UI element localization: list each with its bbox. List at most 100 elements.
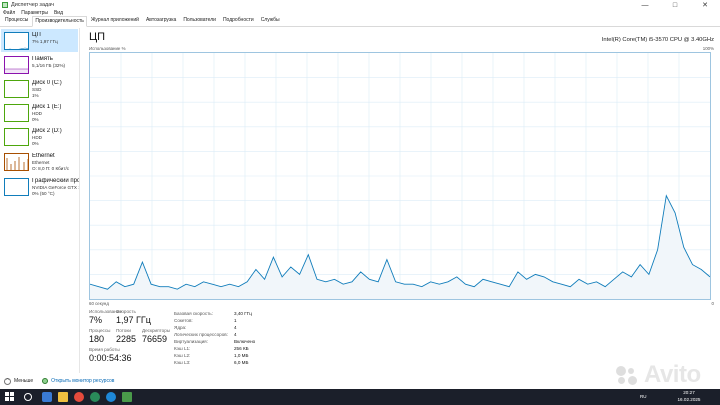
edge-icon[interactable] — [42, 392, 52, 402]
stat-label: Потоки — [116, 328, 131, 333]
avito-logo-icon — [614, 364, 642, 386]
sidebar-item-detail: 5,1/16 ГБ (32%) — [32, 62, 66, 68]
tab-services[interactable]: Службы — [260, 17, 280, 23]
cpu-panel: ЦП Intel(R) Core(TM) i5-3570 CPU @ 3.40G… — [86, 28, 714, 373]
sidebar-item-memory[interactable]: Память 5,1/16 ГБ (32%) — [1, 53, 78, 76]
sidebar-item-disk-0[interactable]: Диск 0 (C:) SSD 1% — [1, 77, 78, 100]
chevron-up-icon[interactable]: ^ — [4, 377, 11, 385]
spec-row: Ядра: 4 — [174, 324, 314, 331]
spec-key: Кэш L1: — [174, 346, 191, 351]
spec-row: Сокетов: 1 — [174, 317, 314, 324]
search-icon[interactable] — [24, 393, 32, 401]
start-button[interactable] — [5, 392, 15, 402]
stat-value: 2285 — [116, 334, 137, 344]
cpu-usage-area — [90, 195, 710, 299]
sidebar-item-detail: HDD — [32, 110, 42, 116]
stat-handles: Дескрипторы 76659 — [142, 328, 170, 345]
disk-thumbnail — [4, 80, 29, 98]
tab-app-history[interactable]: Журнал приложений — [90, 17, 139, 23]
menu-file[interactable]: Файл — [3, 10, 16, 16]
stat-label: Процессы — [89, 328, 111, 333]
window-title: Диспетчер задач — [11, 2, 55, 8]
resource-sidebar: ЦП 7% 1,97 ГГц Память 5,1/16 ГБ (32%) Ди… — [0, 28, 80, 373]
sidebar-item-title: Память — [32, 56, 53, 62]
sidebar-item-usage: О: 8,0 П: 0 Кбит/с — [32, 166, 70, 171]
sidebar-item-usage: 1% — [32, 93, 39, 98]
tab-users[interactable]: Пользователи — [183, 17, 216, 23]
stat-value: 0:00:54:36 — [89, 353, 132, 363]
stat-value: 76659 — [142, 334, 168, 344]
opera-icon[interactable] — [74, 392, 84, 402]
disk-thumbnail — [4, 128, 29, 146]
tab-bar: Процессы Производительность Журнал прило… — [0, 16, 720, 27]
open-resource-monitor-link[interactable]: Открыть монитор ресурсов — [51, 378, 115, 384]
sidebar-item-usage: 0% — [32, 117, 39, 122]
tab-details[interactable]: Подробности — [222, 17, 254, 23]
sidebar-item-detail: NVIDIA GeForce GTX 10( — [32, 184, 79, 190]
cpu-specs: Базовая скорость: 3,40 ГГц Сокетов: 1 Ядра… — [174, 310, 314, 366]
sidebar-item-cpu[interactable]: ЦП 7% 1,97 ГГц — [1, 29, 78, 52]
input-language[interactable]: RU — [640, 394, 647, 399]
spec-key: Виртуализация: — [174, 339, 208, 344]
menu-options[interactable]: Параметры — [21, 10, 48, 16]
spec-value: 3,40 ГГц — [234, 311, 252, 316]
task-manager-icon — [2, 2, 8, 8]
close-button[interactable]: ✕ — [702, 2, 708, 9]
task-manager-taskbar-icon[interactable] — [122, 392, 132, 402]
title-bar: Диспетчер задач — □ ✕ — [0, 0, 720, 10]
spec-value: 1,0 МБ — [234, 353, 249, 358]
stat-speed: Скорость 1,97 ГГц — [116, 309, 151, 326]
spec-row: Логических процессоров: 4 — [174, 331, 314, 338]
chrome-icon[interactable] — [90, 392, 100, 402]
tab-processes[interactable]: Процессы — [5, 17, 29, 23]
sidebar-item-title: Графический про — [32, 178, 79, 184]
sidebar-item-usage: 0% — [32, 141, 39, 146]
sidebar-item-disk-2[interactable]: Диск 2 (D:) HDD 0% — [1, 125, 78, 148]
avito-watermark: Avito — [614, 361, 701, 389]
stat-label: Скорость — [116, 309, 136, 314]
sidebar-item-gpu[interactable]: Графический про NVIDIA GeForce GTX 10( 0… — [1, 175, 79, 198]
graph-time-span-label: 60 секунд — [89, 301, 109, 306]
sidebar-item-title: Диск 1 (E:) — [32, 104, 62, 110]
gpu-thumbnail — [4, 178, 29, 196]
stat-value: 1,97 ГГц — [116, 315, 151, 325]
clock-date: 16.02.2025 — [677, 396, 701, 402]
sidebar-item-detail: 7% 1,97 ГГц — [32, 38, 58, 44]
cpu-model: Intel(R) Core(TM) i5-3570 CPU @ 3.40GHz — [601, 37, 714, 43]
graph-max-label: 100% — [702, 46, 714, 51]
fewer-details-button[interactable]: Меньше — [14, 378, 34, 384]
cpu-stats: Использование 7% Скорость 1,97 ГГц Проце… — [89, 309, 269, 371]
spec-value: 4 — [234, 332, 237, 337]
sidebar-item-disk-1[interactable]: Диск 1 (E:) HDD 0% — [1, 101, 78, 124]
cpu-thumbnail — [4, 32, 29, 50]
sidebar-item-title: Диск 2 (D:) — [32, 128, 62, 134]
spec-value: 1 — [234, 318, 237, 323]
spec-row: Виртуализация: Включено — [174, 338, 314, 345]
spec-row: Кэш L1: 256 КБ — [174, 345, 314, 352]
disk-thumbnail — [4, 104, 29, 122]
maximize-button[interactable]: □ — [672, 1, 678, 9]
stat-threads: Потоки 2285 — [116, 328, 136, 345]
stat-value: 180 — [89, 334, 105, 344]
sidebar-item-detail: SSD — [32, 86, 42, 92]
clock-time: 20:27 — [683, 390, 695, 395]
file-explorer-icon[interactable] — [58, 392, 68, 402]
spec-key: Сокетов: — [174, 318, 193, 323]
spec-row: Базовая скорость: 3,40 ГГц — [174, 310, 314, 317]
menu-bar: Файл Параметры Вид — [0, 9, 69, 17]
spec-value: 256 КБ — [234, 346, 249, 351]
tab-startup[interactable]: Автозагрузка — [145, 17, 177, 23]
spec-row: Кэш L3: 6,0 МБ — [174, 359, 314, 366]
tab-performance[interactable]: Производительность — [32, 16, 87, 27]
sidebar-item-ethernet[interactable]: Ethernet Ethernet О: 8,0 П: 0 Кбит/с — [1, 150, 78, 173]
clock[interactable]: 20:27 16.02.2025 — [674, 390, 704, 403]
minimize-button[interactable]: — — [641, 1, 649, 9]
stat-label: Использование — [89, 309, 122, 314]
stat-usage: Использование 7% — [89, 309, 122, 326]
cpu-usage-chart — [90, 53, 710, 299]
sidebar-item-detail: Ethernet — [32, 159, 50, 165]
browser-icon[interactable] — [106, 392, 116, 402]
menu-view[interactable]: Вид — [53, 10, 63, 16]
page-title: ЦП — [89, 31, 106, 43]
sidebar-item-title: ЦП — [32, 32, 41, 38]
